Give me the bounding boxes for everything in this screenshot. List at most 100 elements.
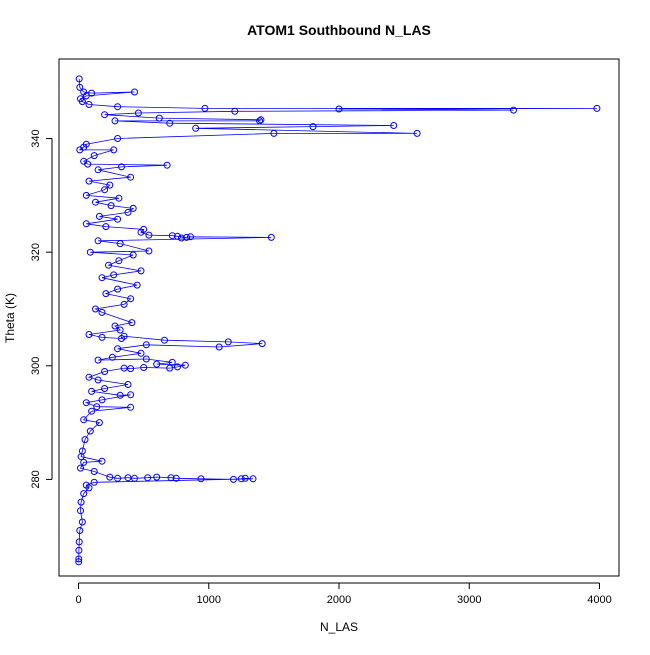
data-point bbox=[75, 546, 83, 554]
plot-frame bbox=[58, 58, 620, 577]
data-point bbox=[86, 248, 94, 256]
data-point bbox=[78, 98, 86, 106]
data-point bbox=[98, 457, 106, 465]
data-point bbox=[197, 475, 205, 483]
data-point bbox=[172, 474, 180, 482]
data-point bbox=[76, 146, 84, 154]
data-point bbox=[115, 257, 123, 265]
data-point bbox=[116, 326, 124, 334]
data-point bbox=[75, 555, 83, 563]
data-point bbox=[257, 116, 265, 124]
data-point bbox=[101, 368, 109, 375]
data-point bbox=[174, 363, 181, 371]
data-point bbox=[168, 358, 176, 366]
data-point bbox=[76, 527, 84, 534]
data-layer bbox=[75, 75, 601, 566]
data-point bbox=[258, 340, 266, 348]
data-point bbox=[94, 237, 102, 245]
data-point bbox=[84, 160, 92, 168]
data-point bbox=[95, 419, 103, 427]
data-point bbox=[77, 453, 85, 461]
series-line bbox=[78, 78, 597, 562]
data-point bbox=[127, 173, 135, 181]
data-point bbox=[133, 281, 141, 289]
data-point bbox=[101, 186, 109, 194]
x-tick-label: 0 bbox=[75, 594, 81, 606]
data-point bbox=[85, 101, 93, 108]
data-point bbox=[144, 474, 152, 482]
data-point bbox=[163, 161, 171, 169]
data-point bbox=[137, 349, 145, 357]
data-point bbox=[77, 507, 84, 515]
data-point bbox=[114, 215, 122, 223]
data-point bbox=[82, 191, 90, 199]
data-point bbox=[98, 333, 106, 341]
data-point bbox=[90, 152, 98, 160]
data-point bbox=[127, 365, 135, 373]
data-point bbox=[181, 361, 189, 369]
data-point bbox=[92, 305, 99, 313]
data-point bbox=[120, 364, 128, 372]
data-point bbox=[82, 399, 90, 407]
data-point bbox=[108, 353, 116, 361]
data-point bbox=[127, 391, 135, 399]
axes-layer: 0 1000 2000 3000 4000 280 300 320 340 bbox=[30, 129, 612, 606]
data-point bbox=[94, 356, 102, 364]
data-point bbox=[98, 274, 106, 282]
y-tick-label: 320 bbox=[30, 243, 42, 261]
data-point bbox=[115, 194, 123, 202]
data-point bbox=[98, 308, 106, 316]
data-point bbox=[215, 343, 223, 351]
data-point bbox=[85, 373, 93, 381]
data-point bbox=[230, 475, 237, 483]
data-point bbox=[82, 92, 90, 100]
data-point bbox=[134, 109, 142, 117]
data-point bbox=[256, 117, 264, 125]
data-point bbox=[114, 474, 122, 482]
data-point bbox=[105, 261, 112, 269]
data-point bbox=[95, 212, 103, 220]
data-point bbox=[124, 208, 132, 216]
x-tick-label: 3000 bbox=[457, 594, 481, 606]
data-point bbox=[114, 135, 122, 142]
data-point bbox=[114, 345, 122, 353]
data-point bbox=[413, 129, 421, 137]
data-point bbox=[85, 484, 93, 492]
data-point bbox=[192, 124, 200, 132]
data-point bbox=[78, 518, 86, 526]
y-tick-label: 300 bbox=[30, 357, 42, 375]
y-axis-label: Theta (K) bbox=[3, 293, 17, 343]
data-point bbox=[174, 232, 181, 240]
data-point bbox=[177, 234, 185, 242]
data-point bbox=[131, 88, 138, 96]
data-point bbox=[145, 247, 153, 255]
data-point bbox=[93, 403, 101, 411]
data-point bbox=[120, 300, 128, 308]
data-point bbox=[76, 83, 84, 91]
data-point bbox=[390, 122, 398, 129]
data-point bbox=[593, 104, 601, 112]
data-point bbox=[166, 364, 174, 372]
data-point bbox=[110, 146, 118, 154]
data-point bbox=[88, 387, 96, 395]
data-point bbox=[231, 107, 239, 115]
data-point bbox=[94, 376, 102, 384]
x-tick-label: 1000 bbox=[197, 594, 221, 606]
data-point bbox=[120, 332, 128, 340]
data-point bbox=[153, 473, 161, 481]
data-point bbox=[131, 474, 138, 482]
data-point bbox=[237, 475, 245, 483]
data-point bbox=[75, 558, 83, 566]
data-point bbox=[129, 251, 137, 259]
data-point bbox=[118, 163, 125, 171]
data-point bbox=[94, 166, 102, 174]
data-point bbox=[88, 407, 96, 415]
data-point bbox=[249, 475, 257, 483]
data-point bbox=[201, 104, 209, 112]
data-point bbox=[90, 478, 98, 486]
data-point bbox=[101, 385, 109, 392]
data-point bbox=[106, 181, 114, 189]
data-point bbox=[106, 473, 114, 481]
